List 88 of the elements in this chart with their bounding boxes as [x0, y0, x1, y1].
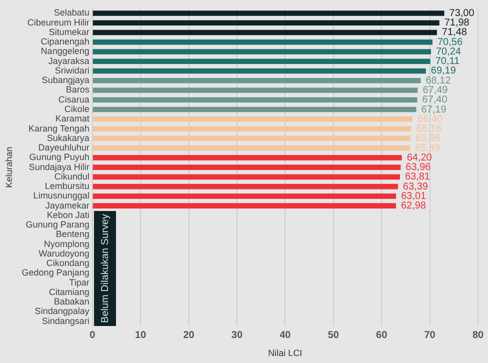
- y-tick-label: Tipar: [69, 277, 90, 288]
- data-label: 63,96: [406, 162, 432, 174]
- bar: [92, 164, 401, 170]
- bar: [92, 20, 440, 26]
- data-label: 70,11: [435, 56, 460, 68]
- x-tick-label: 60: [376, 330, 388, 341]
- bar: [92, 68, 426, 74]
- bar: [92, 78, 421, 84]
- y-tick-label: Gunung Parang: [26, 220, 90, 230]
- data-label: 67,40: [422, 94, 448, 106]
- y-tick-label: Babakan: [54, 296, 90, 307]
- bar: [92, 184, 398, 190]
- y-tick-label: Kebon Jati: [46, 210, 90, 220]
- x-tick-label: 10: [135, 330, 147, 341]
- bar: [92, 49, 431, 54]
- y-tick-label: Nyomplong: [44, 238, 90, 249]
- x-tick-label: 20: [183, 330, 195, 341]
- bar: [92, 194, 396, 199]
- y-tick-label: Citamiang: [48, 286, 90, 297]
- data-label: 66,40: [417, 114, 443, 125]
- data-label: 69,19: [430, 66, 456, 77]
- data-label: 63,81: [404, 172, 430, 183]
- y-tick-label: Situmekar: [48, 26, 90, 37]
- data-label: 68,12: [426, 75, 452, 86]
- data-label: 71,98: [444, 18, 470, 29]
- bar: [92, 145, 410, 151]
- x-tick-label: 50: [328, 330, 340, 341]
- bar: [92, 88, 418, 93]
- y-tick-label: Cikole: [64, 104, 90, 114]
- y-tick-label: Cipanengah: [40, 36, 90, 47]
- data-label: 63,01: [401, 190, 427, 202]
- bar: [92, 155, 402, 160]
- y-tick-label: Jayaraksa: [48, 56, 90, 66]
- x-tick-label: 0: [90, 330, 96, 341]
- y-tick-label: Cisarua: [58, 94, 90, 104]
- bar: [92, 203, 396, 208]
- y-tick-label: Cikundul: [54, 171, 90, 182]
- y-tick-label: Subangjaya: [42, 75, 90, 86]
- y-tick-label: Baros: [66, 84, 90, 95]
- bar: [92, 106, 416, 112]
- data-label: 65,89: [414, 142, 440, 154]
- y-tick-label: Cikondang: [46, 258, 90, 268]
- y-tick-label: Sukakarya: [46, 132, 90, 143]
- y-tick-label: Jayamekar: [45, 200, 90, 210]
- data-label: 65,96: [415, 133, 441, 144]
- x-tick-label: 40: [280, 330, 292, 341]
- y-tick-label: Dayeuhluhur: [38, 142, 90, 153]
- data-label: 66,16: [416, 124, 442, 135]
- y-tick-label: Limusnunggal: [33, 190, 90, 201]
- note-box: Belum Dilakukan Survey: [94, 210, 116, 326]
- x-tick-label: 80: [472, 330, 484, 341]
- y-tick-label: Sundajaya Hilir: [28, 162, 90, 172]
- y-tick-label: Nanggeleng: [40, 46, 90, 56]
- y-axis-title: Kelurahan: [4, 146, 14, 188]
- data-label: 71,48: [442, 27, 468, 38]
- x-tick-label: 70: [424, 330, 436, 341]
- bar: [92, 58, 430, 64]
- data-label: 62,98: [400, 200, 426, 212]
- y-tick-label: Cibeureum Hilir: [27, 17, 90, 28]
- data-label: 70,56: [437, 36, 463, 48]
- bar: [92, 30, 437, 36]
- y-tick-label: Sindangsari: [42, 316, 90, 326]
- y-tick-label: Karang Tengah: [28, 123, 90, 134]
- y-tick-label: Sriwidari: [54, 65, 90, 76]
- bar: [92, 97, 418, 103]
- data-label: 73,00: [449, 8, 475, 19]
- x-axis-title: Nilai LCI: [268, 348, 302, 358]
- bar: [92, 174, 400, 180]
- annotation: Belum Dilakukan Survey: [100, 214, 111, 323]
- y-tick-label: Gunung Puyuh: [29, 152, 90, 162]
- bar: [92, 116, 412, 122]
- data-label: 63,39: [402, 181, 428, 192]
- data-label: 70,24: [436, 46, 462, 58]
- bar: [92, 39, 432, 45]
- y-tick-label: Selabatu: [54, 8, 90, 18]
- y-tick-label: Benteng: [56, 229, 90, 240]
- x-tick-label: 30: [231, 330, 243, 341]
- y-tick-label: Karamat: [55, 114, 90, 124]
- data-label: 67,49: [422, 85, 448, 96]
- bar: [92, 136, 410, 142]
- bar: [92, 10, 444, 16]
- y-tick-label: Gedong Panjang: [22, 268, 90, 278]
- data-label: 67,19: [421, 104, 447, 116]
- y-tick-label: Sindangpalay: [34, 306, 90, 316]
- data-label: 64,20: [406, 152, 432, 164]
- y-tick-label: Lembursitu: [44, 181, 90, 192]
- y-tick-label: Warudoyong: [38, 248, 90, 258]
- bar: [92, 126, 412, 132]
